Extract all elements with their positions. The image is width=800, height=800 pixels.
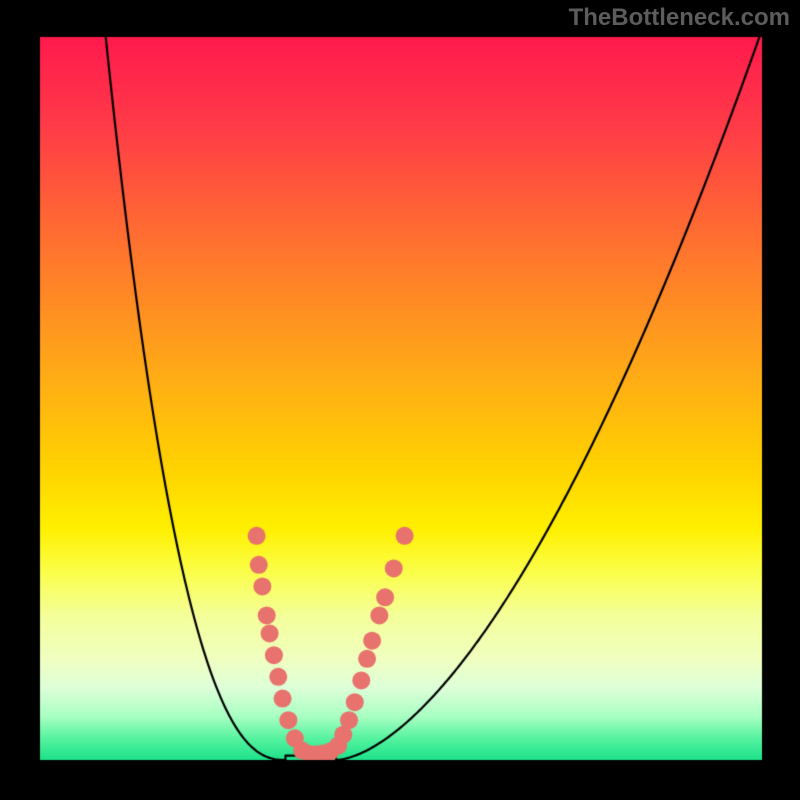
watermark-text: TheBottleneck.com [569,4,790,32]
bottleneck-chart-canvas [0,0,800,800]
